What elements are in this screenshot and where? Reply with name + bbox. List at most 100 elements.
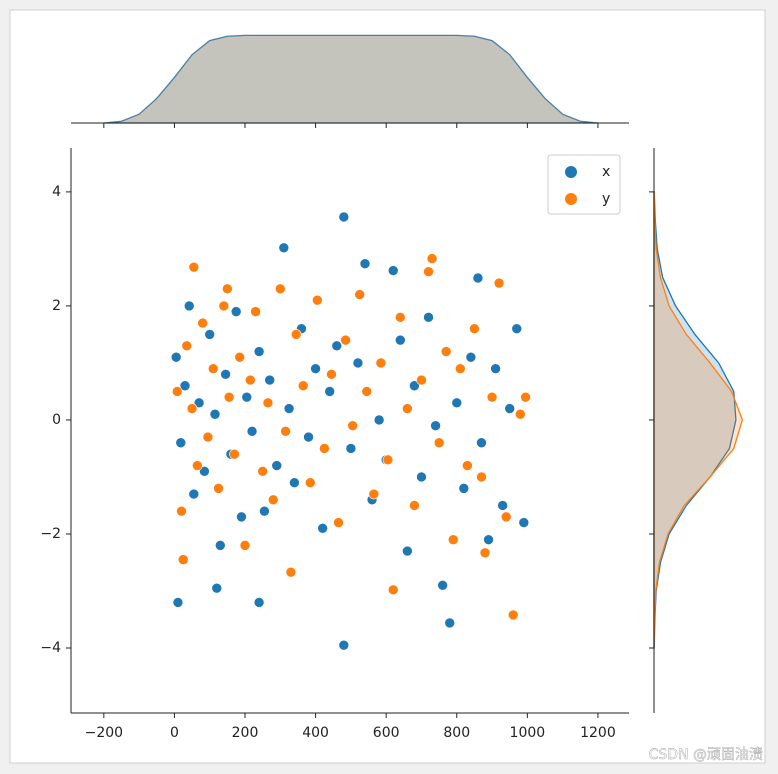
scatter-point bbox=[476, 471, 487, 483]
scatter-point bbox=[433, 437, 445, 449]
scatter-point bbox=[197, 317, 208, 329]
scatter-point bbox=[354, 289, 366, 300]
scatter-point bbox=[175, 437, 187, 449]
scatter-point bbox=[271, 460, 283, 471]
scatter-point bbox=[211, 582, 223, 594]
scatter-point bbox=[177, 554, 189, 565]
x-tick-label: 200 bbox=[232, 725, 259, 741]
x-tick-label: 600 bbox=[373, 725, 400, 741]
scatter-point bbox=[518, 517, 530, 528]
scatter-point bbox=[171, 386, 183, 397]
legend-marker bbox=[565, 166, 577, 178]
scatter-point bbox=[373, 414, 385, 426]
scatter-point bbox=[361, 386, 373, 397]
scatter-point bbox=[493, 277, 505, 289]
scatter-point bbox=[476, 437, 487, 449]
scatter-point bbox=[387, 265, 399, 276]
scatter-point bbox=[402, 403, 413, 414]
scatter-point bbox=[359, 258, 371, 270]
scatter-point bbox=[230, 306, 242, 317]
scatter-point bbox=[209, 408, 221, 420]
scatter-point bbox=[297, 380, 309, 392]
watermark: CSDN @顽固油渍 bbox=[649, 747, 763, 763]
scatter-point bbox=[416, 374, 427, 386]
scatter-point bbox=[188, 488, 200, 500]
scatter-point bbox=[253, 597, 265, 608]
scatter-point bbox=[454, 363, 466, 374]
scatter-point bbox=[193, 397, 205, 409]
scatter-point bbox=[278, 242, 290, 254]
y-tick-label: 2 bbox=[52, 298, 61, 314]
scatter-point bbox=[338, 639, 350, 651]
scatter-point bbox=[192, 460, 203, 471]
scatter-point bbox=[170, 351, 182, 363]
legend-marker bbox=[565, 193, 577, 205]
scatter-point bbox=[317, 522, 328, 534]
scatter-point bbox=[183, 300, 195, 312]
scatter-point bbox=[345, 443, 357, 454]
scatter-point bbox=[514, 408, 526, 420]
scatter-point bbox=[222, 283, 233, 295]
scatter-point bbox=[213, 483, 224, 494]
scatter-point bbox=[338, 211, 350, 223]
scatter-point bbox=[511, 323, 523, 335]
scatter-point bbox=[285, 566, 297, 578]
scatter-point bbox=[426, 253, 438, 264]
scatter-point bbox=[290, 329, 302, 340]
scatter-point bbox=[202, 431, 214, 443]
scatter-point bbox=[172, 597, 184, 608]
scatter-point bbox=[259, 505, 270, 517]
scatter-point bbox=[207, 363, 219, 374]
scatter-point bbox=[312, 294, 323, 306]
x-tick-label: 1000 bbox=[510, 725, 546, 741]
scatter-point bbox=[504, 403, 516, 414]
kde-area bbox=[653, 191, 744, 649]
scatter-point bbox=[214, 540, 226, 551]
scatter-point bbox=[447, 534, 459, 545]
scatter-point bbox=[289, 477, 300, 488]
scatter-point bbox=[239, 540, 251, 551]
scatter-point bbox=[204, 329, 216, 340]
scatter-point bbox=[229, 448, 240, 460]
scatter-point bbox=[241, 391, 253, 403]
y-tick-label: −2 bbox=[40, 526, 61, 542]
scatter-point bbox=[267, 494, 279, 506]
scatter-point bbox=[479, 547, 491, 559]
scatter-point bbox=[220, 369, 231, 380]
scatter-point bbox=[486, 391, 498, 403]
scatter-point bbox=[387, 584, 399, 596]
scatter-point bbox=[244, 374, 256, 386]
scatter-point bbox=[303, 431, 314, 443]
scatter-point bbox=[368, 488, 380, 500]
scatter-point bbox=[199, 465, 210, 477]
scatter-point bbox=[304, 477, 316, 488]
scatter-point bbox=[430, 420, 441, 431]
scatter-point bbox=[333, 517, 344, 528]
scatter-point bbox=[331, 340, 343, 352]
y-tick-label: 4 bbox=[52, 184, 61, 200]
y-tick-label: 0 bbox=[52, 412, 61, 428]
scatter-point bbox=[236, 511, 247, 523]
scatter-point bbox=[469, 323, 480, 335]
scatter-point bbox=[218, 300, 230, 312]
scatter-point bbox=[257, 465, 268, 477]
scatter-point bbox=[246, 426, 258, 437]
scatter-point bbox=[319, 443, 330, 454]
scatter-point bbox=[409, 500, 420, 511]
y-tick-label: −4 bbox=[40, 640, 61, 656]
scatter-point bbox=[223, 391, 235, 403]
scatter-point bbox=[483, 534, 494, 545]
scatter-point bbox=[416, 471, 427, 483]
scatter-point bbox=[394, 334, 406, 346]
scatter-point bbox=[253, 346, 265, 357]
x-tick-label: −200 bbox=[85, 725, 123, 741]
scatter-point bbox=[262, 397, 274, 409]
scatter-point bbox=[280, 426, 291, 437]
scatter-point bbox=[347, 420, 358, 431]
scatter-point bbox=[402, 545, 413, 557]
scatter-point bbox=[423, 312, 434, 323]
figure-background bbox=[9, 9, 766, 764]
scatter-point bbox=[181, 340, 193, 352]
scatter-point bbox=[437, 579, 448, 591]
